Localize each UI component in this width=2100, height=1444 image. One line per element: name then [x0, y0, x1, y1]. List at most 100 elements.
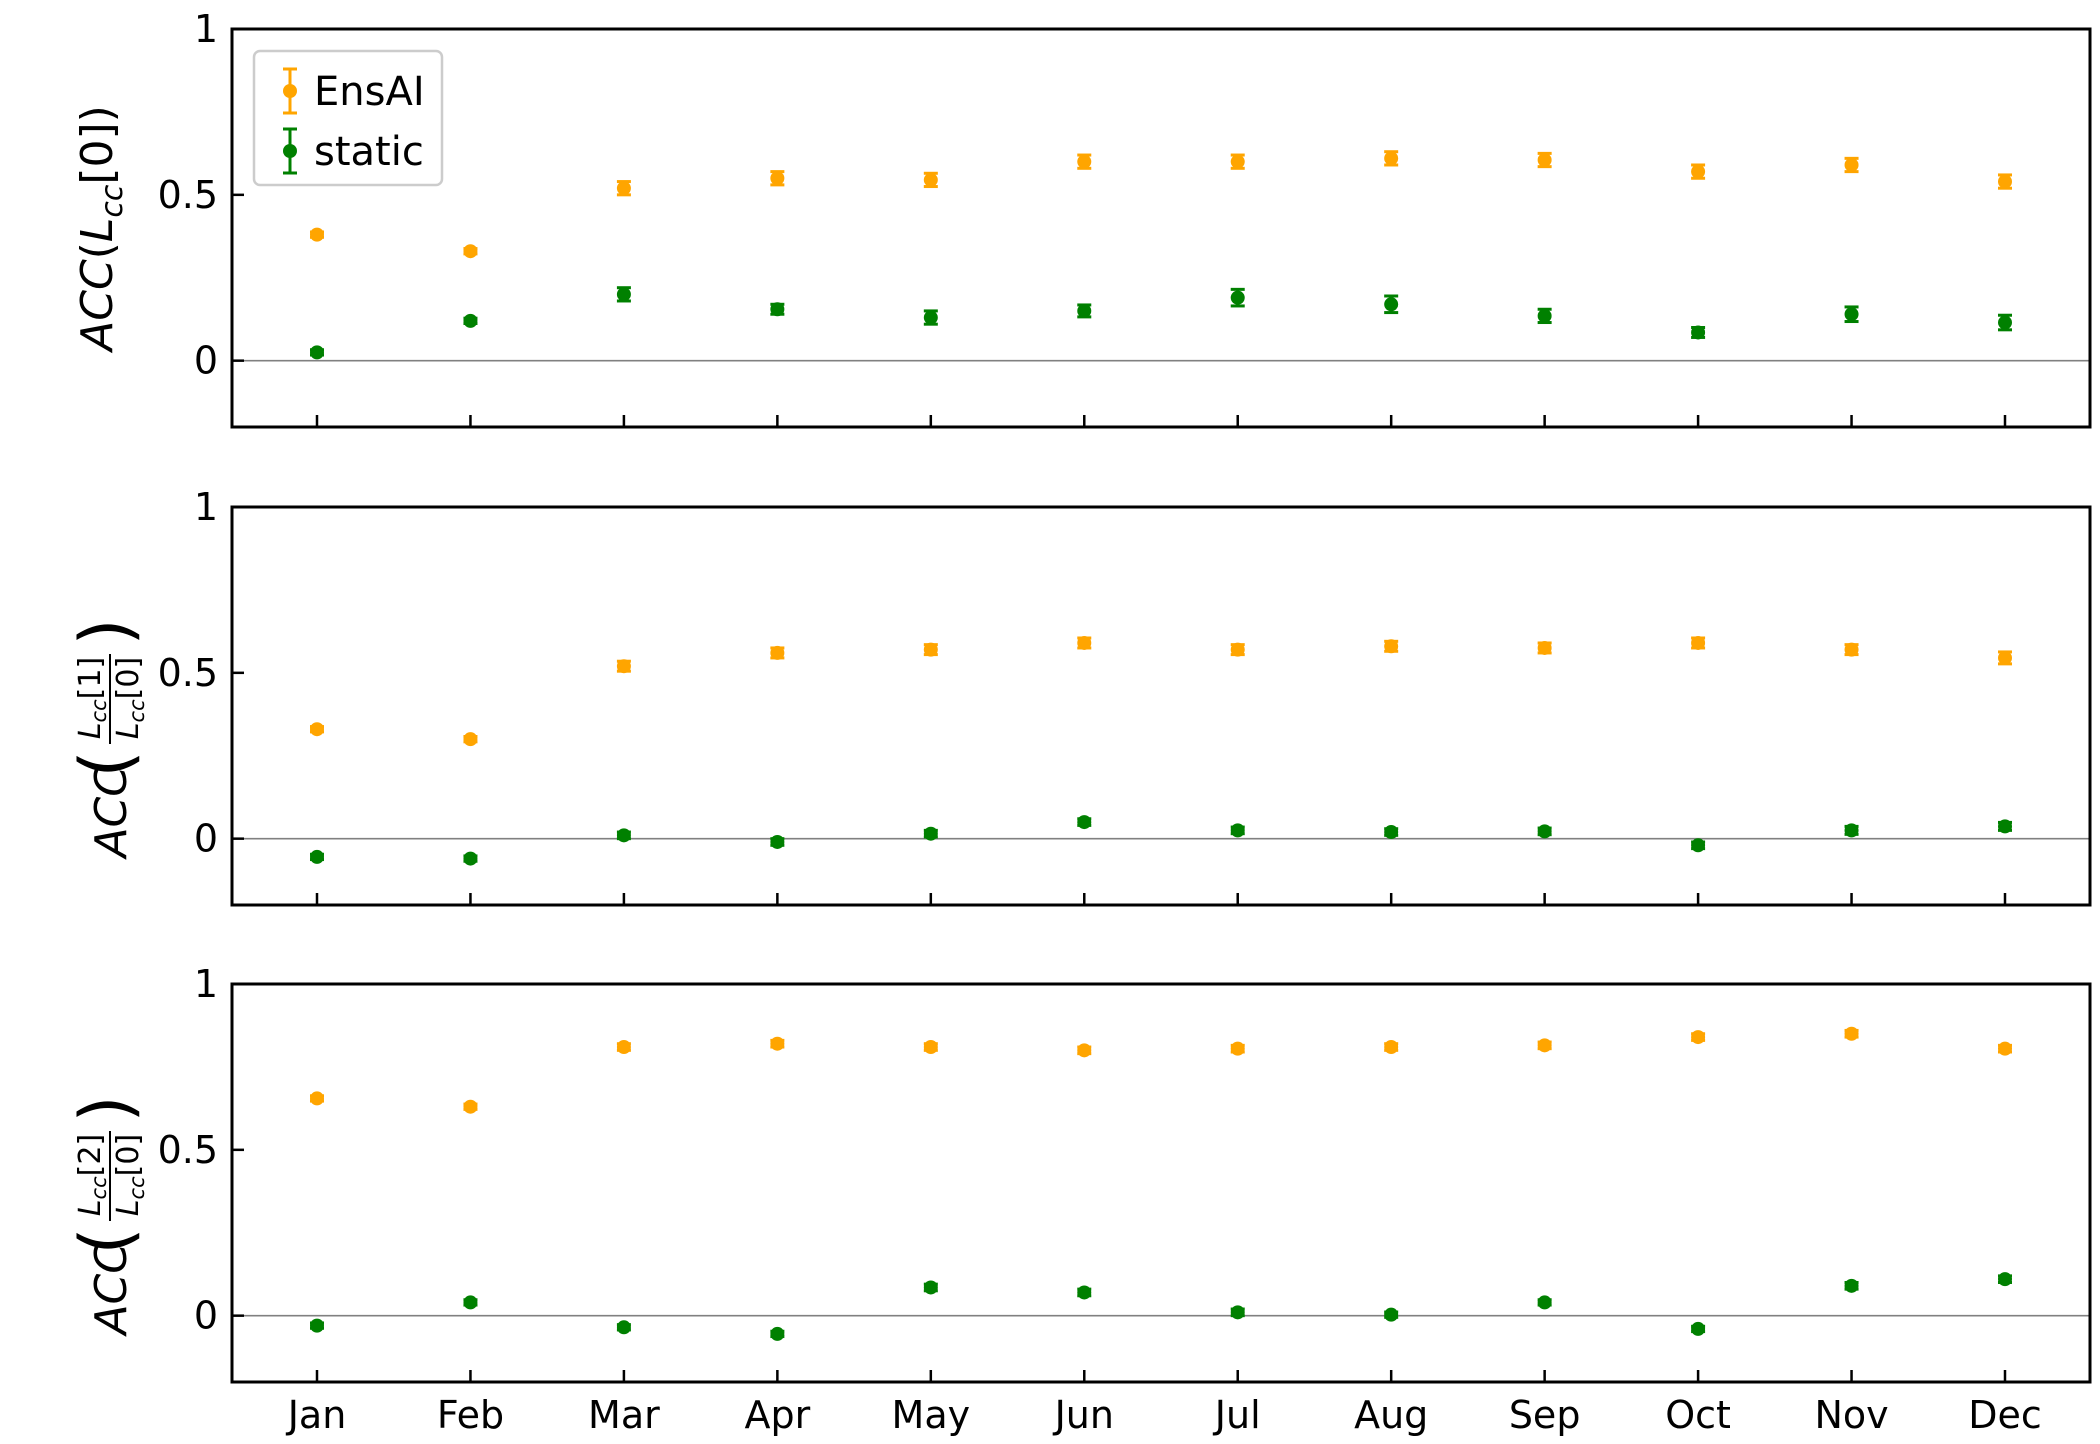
data-point [1537, 1295, 1552, 1310]
data-point [1077, 635, 1092, 650]
data-point [310, 345, 324, 360]
data-point [1077, 303, 1092, 318]
data-point [923, 172, 938, 187]
data-point [1537, 824, 1552, 839]
data-point [1844, 307, 1859, 322]
data-point [1998, 315, 2012, 330]
series-EnsAI [310, 1026, 2012, 1114]
y-tick-label: 1 [194, 962, 218, 1006]
data-point [1537, 153, 1552, 168]
y-axis-label-paren: ) [65, 618, 147, 645]
data-point [463, 1099, 478, 1114]
y-tick-label: 0 [194, 339, 218, 383]
x-tick-label: Sep [1509, 1393, 1581, 1437]
x-tick-label: Aug [1354, 1393, 1428, 1437]
data-point [1077, 1043, 1092, 1058]
x-tick-label: Apr [744, 1393, 810, 1437]
x-tick-label: Jun [1053, 1393, 1114, 1437]
data-point [1998, 819, 2012, 834]
series-EnsAI [310, 150, 2012, 259]
legend-box [252, 49, 444, 187]
data-point [1384, 151, 1399, 166]
data-point [1691, 1321, 1706, 1336]
data-point [770, 302, 785, 317]
data-point [1384, 639, 1399, 654]
data-point [923, 826, 938, 841]
data-point [923, 310, 938, 325]
data-point [1537, 308, 1552, 323]
data-point [1077, 815, 1092, 830]
y-axis-label: ACC( Lcc[2]Lcc[0]) [65, 1095, 149, 1337]
legend-label: static [314, 129, 424, 175]
data-point [1230, 1041, 1245, 1056]
y-axis-label-numerator: Lcc[2] [73, 1134, 111, 1216]
data-point [1384, 1307, 1399, 1322]
data-point [1998, 650, 2012, 665]
x-tick-label: Mar [588, 1393, 660, 1437]
data-point [1998, 174, 2012, 189]
data-point [1998, 1041, 2012, 1056]
data-point [1998, 1272, 2012, 1287]
data-point [310, 1091, 324, 1106]
data-point [1077, 1285, 1092, 1300]
y-axis-label: ACC(Lcc[0]) [72, 105, 130, 354]
data-point [1537, 640, 1552, 655]
x-tick-label: Dec [1968, 1393, 2042, 1437]
data-point [1691, 635, 1706, 650]
data-point [1691, 838, 1706, 853]
data-point [1230, 154, 1245, 169]
y-tick-label: 0.5 [158, 651, 218, 695]
data-point [923, 642, 938, 657]
legend: EnsAI static [252, 49, 444, 187]
series-static [310, 286, 2012, 360]
legend-marker [283, 144, 297, 158]
data-point [616, 659, 631, 674]
y-axis-label-numerator: Lcc[1] [73, 657, 111, 739]
data-point [770, 1036, 785, 1051]
data-point [463, 313, 478, 328]
y-axis-label-prefix: ACC [86, 1243, 137, 1338]
data-point [1537, 1038, 1552, 1053]
y-tick-label: 1 [194, 485, 218, 529]
data-point [1844, 1278, 1859, 1293]
series-static [310, 815, 2012, 866]
y-tick-label: 0 [194, 1294, 218, 1338]
data-point [1691, 1030, 1706, 1045]
data-point [310, 722, 324, 737]
y-tick-label: 1 [194, 7, 218, 51]
y-axis-label-paren: ) [65, 1095, 147, 1122]
y-tick-label: 0.5 [158, 173, 218, 217]
panel-bottom: 0 0.5 1 Jan Feb Mar Apr May Jun Jul Aug Sep Oct Nov De… [65, 962, 2092, 1437]
x-tick-label: Jul [1213, 1393, 1261, 1437]
data-point [310, 1318, 324, 1333]
data-point [310, 849, 324, 864]
data-point [1691, 325, 1706, 340]
data-point [1230, 642, 1245, 657]
data-point [923, 1040, 938, 1055]
data-point [616, 1320, 631, 1335]
data-point [1844, 157, 1859, 172]
data-point [770, 645, 785, 660]
data-point [770, 171, 785, 186]
series-EnsAI [310, 635, 2012, 747]
y-axis-label-denominator: Lcc[0] [111, 1134, 149, 1216]
y-axis-label-paren: ( [65, 1227, 147, 1254]
x-tick-label: Oct [1665, 1393, 1731, 1437]
data-point [616, 1040, 631, 1055]
y-tick-label: 0 [194, 817, 218, 861]
legend-label: EnsAI [314, 69, 425, 115]
plot-frame [230, 27, 2092, 429]
plot-frame [230, 982, 2092, 1384]
data-point [1844, 642, 1859, 657]
x-tick-label: May [892, 1393, 971, 1437]
data-point [1230, 823, 1245, 838]
data-point [616, 828, 631, 843]
data-point [1230, 1305, 1245, 1320]
data-point [463, 244, 478, 259]
legend-marker [283, 84, 297, 98]
x-tick-label: Jan [286, 1393, 347, 1437]
data-point [463, 851, 478, 866]
data-point [616, 181, 631, 196]
y-axis-label-paren: ( [65, 750, 147, 777]
